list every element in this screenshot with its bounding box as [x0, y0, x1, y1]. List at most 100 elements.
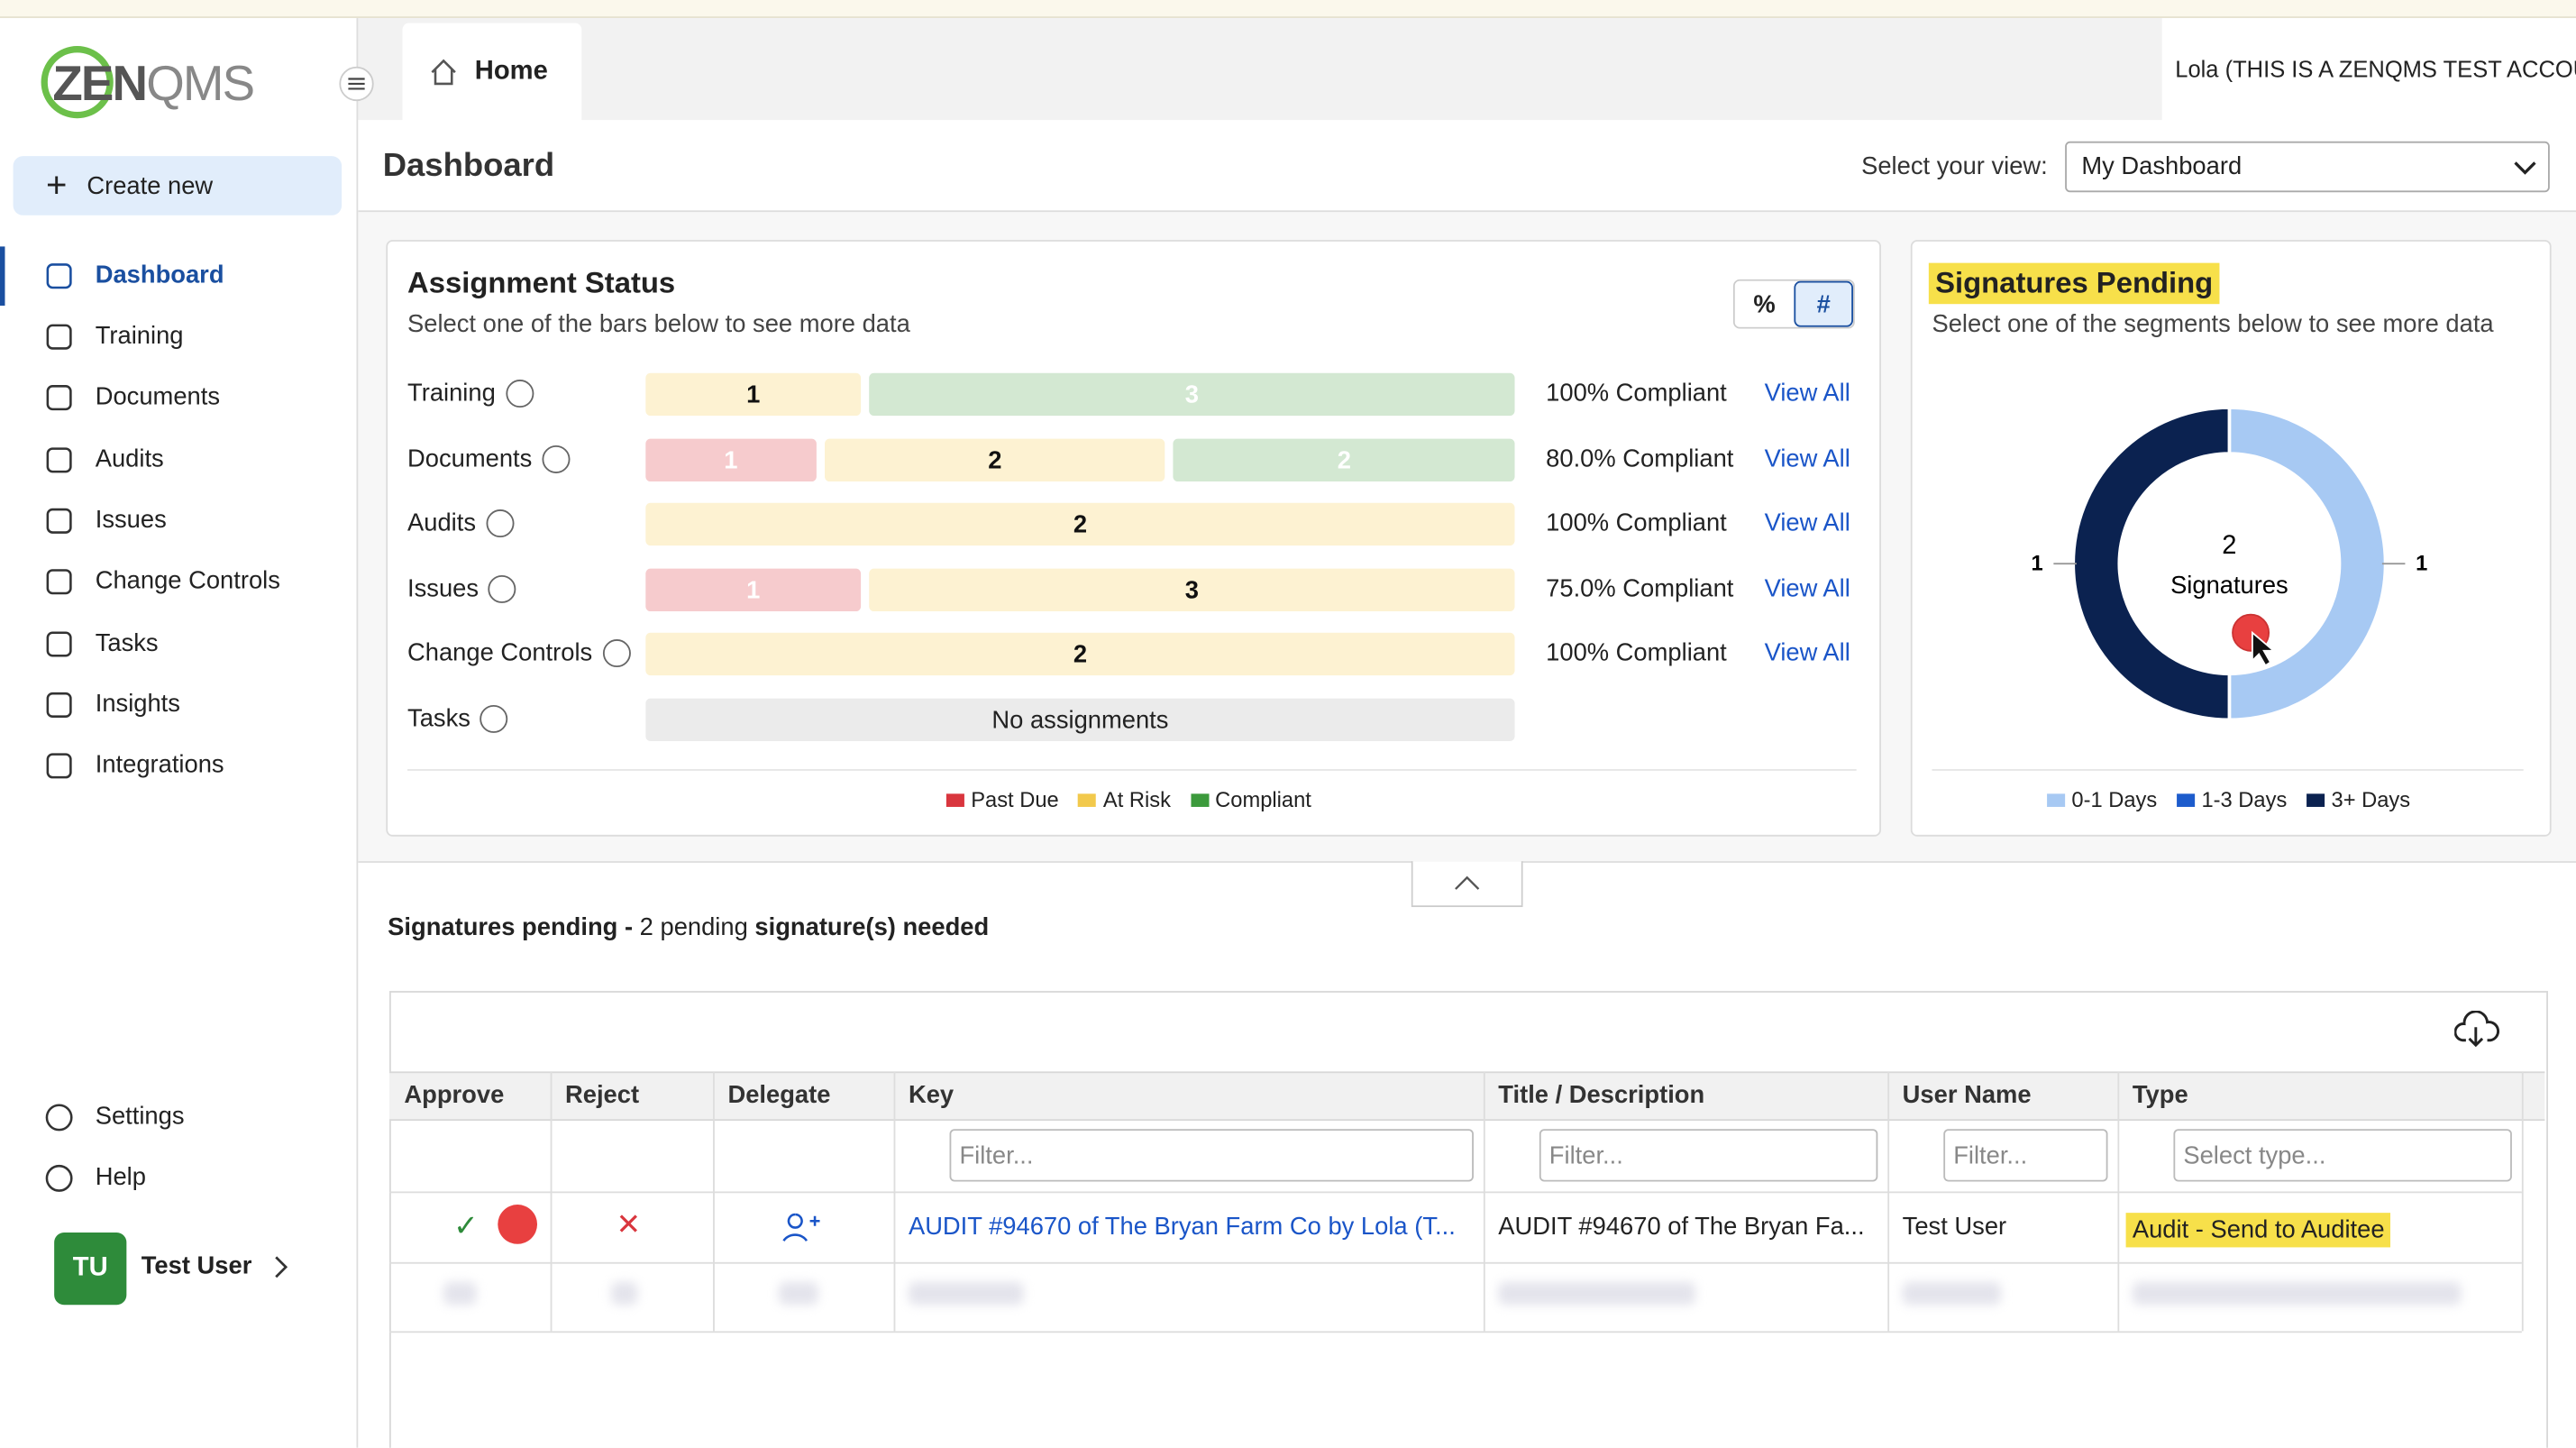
legend-label: At Risk: [1102, 787, 1171, 812]
bar-segment[interactable]: 2: [1174, 438, 1515, 482]
user-name[interactable]: Test User: [141, 1251, 252, 1280]
delegate-icon[interactable]: [779, 1208, 821, 1244]
compliance: 80.0% Compliant: [1546, 444, 1734, 473]
nav-item[interactable]: Insights: [95, 690, 180, 719]
filter-input[interactable]: Filter...: [949, 1129, 1474, 1182]
bar-segment[interactable]: 2: [824, 438, 1166, 482]
info-icon: [480, 704, 508, 733]
icon-shape: [782, 1213, 820, 1242]
legend-item: 3+ Days: [2307, 787, 2410, 811]
row-label: Documents: [407, 444, 571, 473]
footer-item[interactable]: Settings: [95, 1103, 185, 1132]
row-divider: [388, 1261, 2522, 1264]
create-new-label: Create new: [87, 171, 214, 200]
pending-label: Signatures pending -: [388, 913, 634, 942]
segment-label: 1: [2416, 552, 2427, 575]
legend-swatch: [2047, 793, 2066, 807]
view-label: Select your view:: [1861, 152, 2048, 181]
info-icon: [485, 509, 514, 538]
row-label: Tasks: [407, 704, 508, 733]
view-all-link[interactable]: View All: [1764, 574, 1850, 603]
view-all-link[interactable]: View All: [1764, 639, 1850, 668]
column-divider: [1483, 1071, 1485, 1332]
legend-label: 3+ Days: [2331, 787, 2411, 812]
nav-item[interactable]: Training: [95, 322, 184, 351]
legend: 0-1 Days 1-3 Days 3+ Days: [2047, 787, 2410, 811]
footer-item[interactable]: Help: [95, 1163, 146, 1192]
signatures-subtitle: Select one of the segments below to see …: [1932, 310, 2494, 339]
filter-input[interactable]: Select type...: [2173, 1129, 2512, 1182]
create-new-button[interactable]: + Create new: [13, 156, 343, 215]
row-label-text: Audits: [407, 509, 477, 538]
logo-zen: ZEN: [52, 57, 148, 112]
bar-segment[interactable]: 3: [869, 568, 1515, 612]
nav-item[interactable]: Issues: [95, 506, 167, 535]
table-cell[interactable]: AUDIT #94670 of The Bryan Farm Co by Lol…: [908, 1213, 1456, 1242]
collapse-panel[interactable]: [1411, 861, 1523, 908]
nav-icon: [46, 569, 72, 595]
legend-swatch: [1078, 793, 1097, 807]
compliance: 75.0% Compliant: [1546, 574, 1734, 603]
account-name[interactable]: Lola (THIS IS A ZENQMS TEST ACCOUNT): [2161, 18, 2576, 121]
column-header: Type: [2132, 1081, 2188, 1110]
donut-segment[interactable]: [2227, 406, 2388, 722]
nav-item[interactable]: Integrations: [95, 750, 224, 779]
filter-input[interactable]: Filter...: [1539, 1129, 1878, 1182]
filter-row: [388, 1191, 2522, 1194]
bar-segment[interactable]: 1: [645, 568, 862, 612]
download-icon[interactable]: [2454, 1010, 2500, 1050]
bar-segment[interactable]: 2: [645, 632, 1515, 676]
active-indicator: [0, 246, 5, 307]
row-label: Training: [407, 380, 534, 408]
legend-item: Compliant: [1190, 787, 1311, 811]
avatar-initials: TU: [72, 1253, 108, 1282]
bar-segment[interactable]: 2: [645, 502, 1515, 546]
row-label: Change Controls: [407, 639, 631, 668]
table-cell: Audit - Send to Auditee: [2125, 1213, 2391, 1248]
view-all-link[interactable]: View All: [1764, 444, 1850, 473]
icon-shape: [46, 631, 72, 657]
home-tab[interactable]: Home: [402, 23, 582, 122]
collapse-sidebar[interactable]: [338, 66, 374, 102]
icon-shape: [46, 692, 72, 718]
nav-item[interactable]: Tasks: [95, 629, 159, 658]
reject-icon[interactable]: ✕: [616, 1207, 642, 1242]
approve-icon[interactable]: ✓: [453, 1209, 479, 1242]
view-select[interactable]: My Dashboard: [2065, 141, 2550, 193]
segment-label: 1: [2032, 552, 2043, 575]
nav-item[interactable]: Documents: [95, 382, 221, 411]
bar-segment[interactable]: 3: [869, 372, 1515, 417]
toggle-button[interactable]: #: [1794, 280, 1854, 327]
donut-segment[interactable]: [2071, 406, 2232, 722]
nav-icon: [46, 692, 72, 718]
column-divider: [2521, 1071, 2524, 1332]
toggle-button[interactable]: %: [1734, 280, 1795, 327]
signatures-title: Signatures Pending: [1928, 262, 2220, 305]
pending-count: 2 pending: [639, 913, 748, 942]
legend-item: 0-1 Days: [2047, 787, 2157, 811]
nav-icon: [46, 324, 72, 350]
view-all-link[interactable]: View All: [1764, 509, 1850, 538]
filter-input[interactable]: Filter...: [1943, 1129, 2108, 1182]
logo-ring: [41, 46, 114, 119]
row-label: Issues: [407, 574, 516, 603]
bar-segment[interactable]: 1: [645, 438, 817, 482]
user-chevron[interactable]: [269, 1254, 293, 1280]
bar-segment[interactable]: 1: [645, 372, 862, 417]
nav-item[interactable]: Dashboard: [95, 261, 224, 289]
info-icon: [542, 444, 571, 473]
divider: [407, 769, 1857, 771]
view-all-link[interactable]: View All: [1764, 380, 1850, 408]
legend-label: 1-3 Days: [2201, 787, 2288, 812]
toggle-group: % #: [1732, 279, 1855, 329]
row-label: Audits: [407, 509, 514, 538]
nav-item[interactable]: Change Controls: [95, 566, 280, 595]
icon-shape: [46, 324, 72, 350]
column-divider: [893, 1071, 896, 1332]
divider: [1932, 769, 2524, 771]
info-icon: [488, 574, 516, 603]
row-label-text: Documents: [407, 444, 533, 473]
nav-item[interactable]: Audits: [95, 444, 164, 473]
donut-chart: 1 1 2 Signatures: [2032, 406, 2427, 722]
